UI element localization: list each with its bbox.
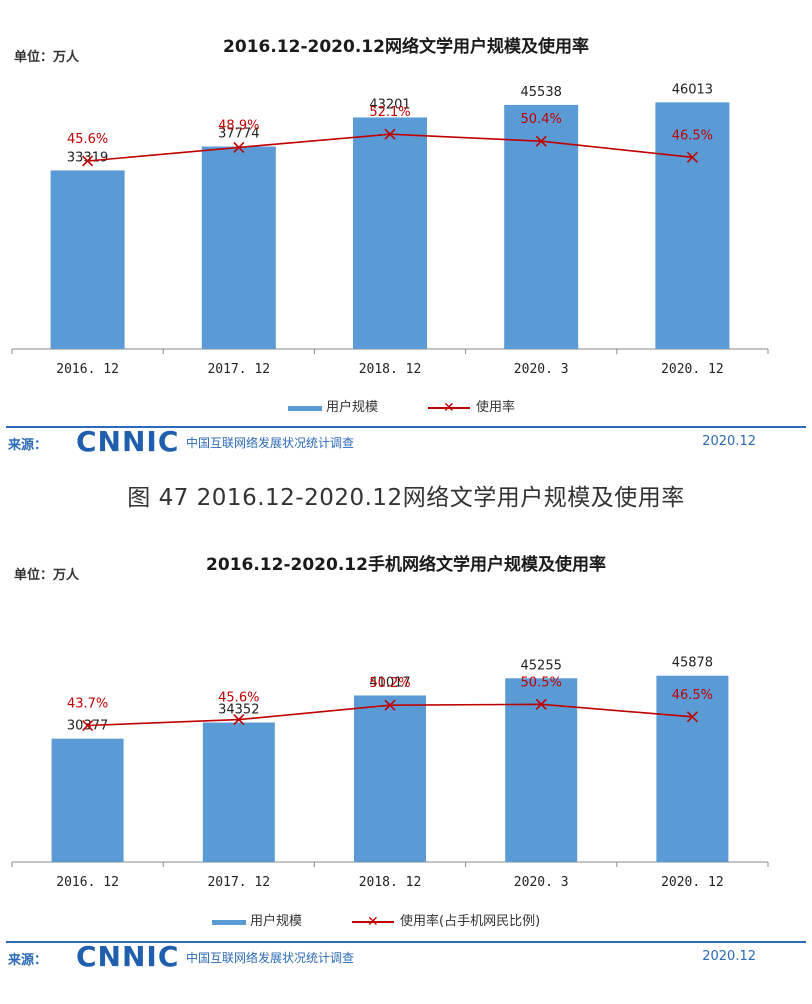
legend: 用户规模 ✕ 使用率 xyxy=(0,398,812,418)
chart-title: 2016.12-2020.12手机网络文学用户规模及使用率 xyxy=(206,555,606,575)
bar-value-label: 45878 xyxy=(672,656,713,671)
cnnic-logo: CNNIC xyxy=(76,940,180,973)
legend: 用户规模 ✕ 使用率(占手机网民比例) xyxy=(0,912,812,932)
unit-label: 单位：万人 xyxy=(14,50,80,65)
unit-label: 单位：万人 xyxy=(14,568,80,583)
usage-rate-marker xyxy=(686,711,698,723)
x-tick-label: 2020. 3 xyxy=(514,875,569,890)
bar-value-label: 37774 xyxy=(218,127,259,142)
source-date: 2020.12 xyxy=(702,949,756,964)
bar xyxy=(50,170,125,349)
usage-rate-marker xyxy=(384,128,396,140)
chart-panel-2: 单位：万人 2016.12-2020.12手机网络文学用户规模及使用率 3037… xyxy=(0,532,812,1004)
legend-line-swatch xyxy=(352,921,394,923)
legend-bar-swatch xyxy=(288,406,322,411)
source-label: 来源： xyxy=(8,438,48,453)
usage-rate-marker xyxy=(384,699,396,711)
legend-line-label: 使用率(占手机网民比例) xyxy=(400,914,541,929)
x-tick-label: 2017. 12 xyxy=(207,362,270,377)
usage-rate-label: 45.6% xyxy=(218,691,259,706)
usage-rate-label: 48.9% xyxy=(218,118,259,133)
x-tick-label: 2016. 12 xyxy=(56,875,119,890)
marker-stroke xyxy=(82,719,94,732)
marker-stroke xyxy=(535,135,547,147)
bar-value-label: 46013 xyxy=(672,82,713,97)
footer-divider xyxy=(6,941,806,943)
x-tick-label: 2018. 12 xyxy=(359,875,422,890)
x-tick-label: 2018. 12 xyxy=(359,362,422,377)
bar xyxy=(655,102,730,349)
usage-rate-marker xyxy=(82,155,94,167)
bar xyxy=(201,146,276,349)
cnnic-logo: CNNIC xyxy=(76,425,180,458)
legend-bar-label: 用户规模 xyxy=(326,400,379,415)
bar-value-label: 45255 xyxy=(521,658,562,673)
source-org: 中国互联网络发展状况统计调查 xyxy=(186,951,355,965)
x-tick-label: 2016. 12 xyxy=(56,362,119,377)
marker-stroke xyxy=(686,151,698,163)
marker-stroke xyxy=(535,698,547,710)
marker-stroke xyxy=(384,128,396,140)
usage-rate-marker xyxy=(686,151,698,163)
usage-rate-label: 43.7% xyxy=(67,697,108,712)
source-footer: 来源： CNNIC 中国互联网络发展状况统计调查 2020.12 xyxy=(0,425,812,458)
footer-divider xyxy=(6,426,806,428)
bar-value-label: 34352 xyxy=(218,703,259,718)
bar xyxy=(656,675,729,862)
usage-rate-marker xyxy=(233,141,245,153)
bar xyxy=(202,722,275,862)
usage-rate-marker xyxy=(82,719,94,732)
legend-line-swatch xyxy=(428,407,470,409)
chart-svg-1: 33319 2016. 12 37774 2017. 12 43201 2018. 12 4… xyxy=(11,82,769,377)
chart-title: 2016.12-2020.12网络文学用户规模及使用率 xyxy=(223,37,589,57)
chart-panel-1: 单位：万人 2016.12-2020.12网络文学用户规模及使用率 33319 2… xyxy=(0,0,812,462)
legend-bar-swatch xyxy=(212,920,246,925)
bar-value-label: 41017 xyxy=(369,675,410,690)
usage-rate-label: 50.5% xyxy=(521,675,562,690)
usage-rate-label: 50.2% xyxy=(369,676,410,691)
usage-rate-label: 50.4% xyxy=(521,112,562,127)
legend-line-marker-icon: ✕ xyxy=(443,400,455,416)
bar-value-label: 43201 xyxy=(369,97,410,112)
x-tick-label: 2020. 12 xyxy=(661,875,724,890)
usage-rate-label: 45.6% xyxy=(67,132,108,147)
source-date: 2020.12 xyxy=(702,434,756,449)
source-label: 来源： xyxy=(8,953,48,968)
bar xyxy=(505,678,578,862)
bar xyxy=(353,117,427,349)
marker-stroke xyxy=(686,711,698,723)
source-footer: 来源： CNNIC 中国互联网络发展状况统计调查 2020.12 xyxy=(0,940,812,973)
usage-rate-label: 46.5% xyxy=(672,688,713,703)
usage-rate-marker xyxy=(535,135,547,147)
usage-rate-label: 46.5% xyxy=(672,128,713,143)
source-org: 中国互联网络发展状况统计调查 xyxy=(186,436,355,450)
bar-value-label: 45538 xyxy=(521,85,562,100)
legend-line-label: 使用率 xyxy=(476,400,516,415)
x-tick-label: 2017. 12 xyxy=(207,875,270,890)
legend-line-marker-icon: ✕ xyxy=(367,914,379,930)
x-tick-label: 2020. 3 xyxy=(514,362,569,377)
marker-stroke xyxy=(233,714,245,726)
figure-caption: 图 47 2016.12-2020.12网络文学用户规模及使用率 xyxy=(127,485,685,511)
usage-rate-label: 52.1% xyxy=(369,105,410,120)
x-tick-label: 2020. 12 xyxy=(661,362,724,377)
bar xyxy=(354,695,426,862)
bar xyxy=(504,104,579,349)
bar xyxy=(51,738,124,862)
usage-rate-marker xyxy=(535,698,547,710)
marker-stroke xyxy=(384,699,396,711)
marker-stroke xyxy=(233,141,245,153)
marker-stroke xyxy=(82,155,94,167)
bar-value-label: 33319 xyxy=(67,150,108,165)
usage-rate-marker xyxy=(233,714,245,726)
legend-bar-label: 用户规模 xyxy=(250,914,303,929)
